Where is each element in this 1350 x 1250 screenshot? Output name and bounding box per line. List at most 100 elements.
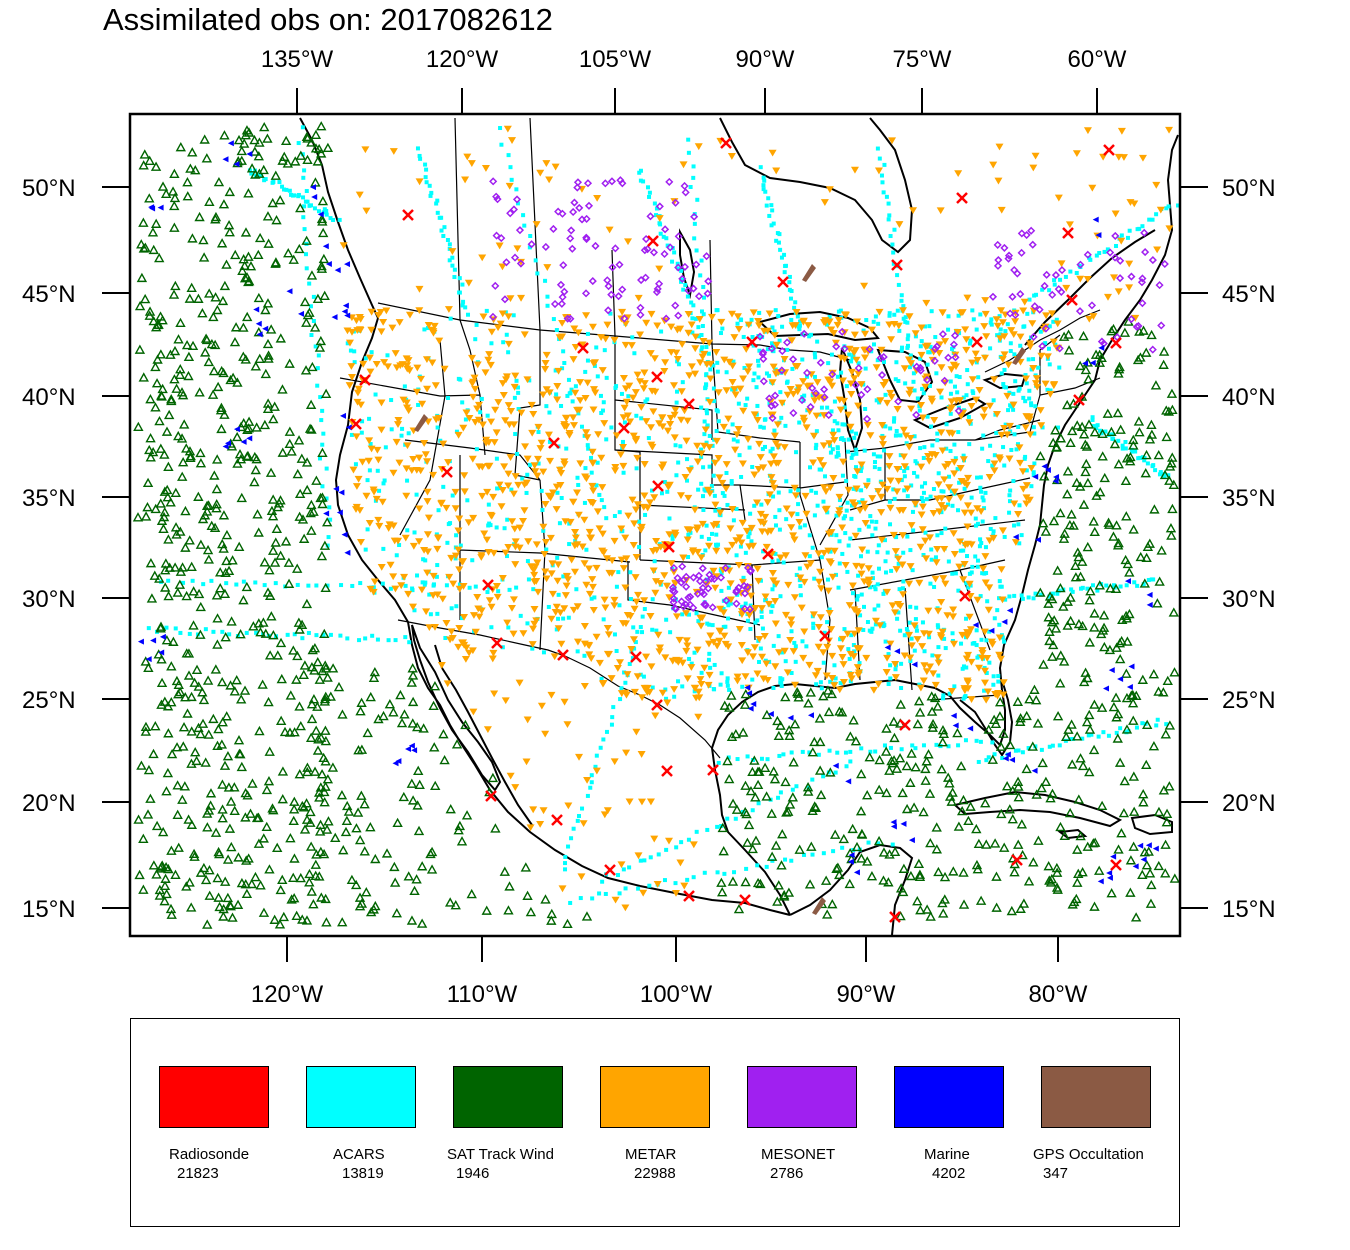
metar-marker — [619, 620, 628, 627]
metar-marker — [677, 416, 686, 424]
acars-marker — [718, 568, 723, 573]
sat-track-wind-marker — [167, 186, 179, 196]
sat-track-wind-marker — [784, 799, 796, 809]
acars-marker — [1051, 591, 1056, 596]
mesonet-marker — [566, 314, 575, 323]
metar-marker — [508, 137, 517, 144]
sat-track-wind-marker — [413, 825, 425, 836]
metar-marker — [473, 405, 482, 413]
metar-marker — [881, 379, 890, 386]
acars-marker — [873, 460, 878, 465]
metar-marker — [937, 429, 946, 437]
acars-marker — [598, 745, 603, 750]
sat-track-wind-marker — [1161, 431, 1172, 442]
acars-marker — [903, 381, 908, 386]
acars-marker — [950, 631, 955, 636]
sat-track-wind-marker — [194, 387, 205, 397]
acars-marker — [997, 314, 1002, 319]
metar-marker — [693, 458, 702, 466]
acars-marker — [812, 513, 817, 518]
sat-track-wind-marker — [730, 728, 742, 739]
sat-track-wind-marker — [138, 217, 149, 227]
metar-marker — [940, 545, 949, 553]
sat-track-wind-marker — [215, 583, 226, 593]
acars-marker — [547, 439, 552, 444]
sat-track-wind-marker — [980, 798, 991, 808]
sat-track-wind-marker — [262, 398, 274, 408]
acars-marker — [1012, 352, 1017, 357]
acars-marker — [795, 512, 800, 517]
acars-marker — [702, 870, 707, 875]
metar-marker — [682, 610, 691, 617]
metar-marker — [861, 520, 870, 527]
sat-track-wind-marker — [998, 728, 1009, 738]
acars-marker — [1047, 362, 1052, 367]
acars-marker — [646, 436, 651, 441]
metar-marker — [979, 413, 988, 421]
acars-marker — [415, 573, 420, 578]
acars-marker — [1053, 342, 1058, 347]
mesonet-marker — [820, 385, 829, 394]
acars-marker — [838, 681, 843, 686]
acars-marker — [894, 360, 899, 365]
acars-marker — [699, 534, 704, 539]
acars-marker — [997, 596, 1002, 601]
metar-marker — [484, 463, 493, 470]
metar-marker — [570, 542, 579, 550]
metar-marker — [580, 516, 589, 524]
sat-track-wind-marker — [416, 861, 428, 871]
acars-marker — [874, 398, 879, 403]
sat-track-wind-marker — [152, 319, 163, 330]
metar-marker — [643, 689, 652, 696]
metar-marker — [876, 622, 885, 630]
acars-marker — [712, 493, 717, 498]
metar-marker — [684, 494, 693, 502]
metar-marker — [981, 553, 990, 560]
acars-marker — [764, 203, 769, 208]
sat-track-wind-marker — [140, 721, 152, 732]
acars-marker — [774, 238, 779, 243]
metar-marker — [937, 598, 946, 606]
acars-marker — [798, 525, 803, 530]
acars-marker — [686, 150, 691, 155]
sat-track-wind-marker — [807, 747, 818, 757]
metar-marker — [1041, 380, 1050, 388]
acars-marker — [779, 415, 784, 420]
mesonet-marker — [1087, 301, 1097, 310]
acars-marker — [654, 213, 659, 218]
acars-marker — [515, 385, 520, 390]
sat-track-wind-marker — [183, 370, 194, 381]
acars-marker — [670, 259, 675, 264]
metar-marker — [971, 350, 980, 358]
metar-marker — [554, 625, 563, 633]
sat-track-wind-marker — [250, 464, 261, 475]
acars-marker — [643, 399, 648, 404]
acars-marker — [301, 175, 306, 180]
mesonet-marker — [666, 243, 675, 252]
acars-marker — [896, 282, 901, 287]
sat-track-wind-marker — [971, 823, 982, 834]
sat-track-wind-marker — [241, 581, 253, 592]
metar-marker — [845, 345, 854, 353]
metar-marker — [694, 143, 703, 151]
acars-marker — [719, 571, 724, 576]
mesonet-marker — [912, 410, 921, 419]
acars-marker — [518, 613, 523, 618]
acars-marker — [402, 384, 407, 389]
metar-marker — [816, 568, 825, 576]
acars-marker — [637, 170, 642, 175]
metar-marker — [552, 603, 561, 611]
sat-track-wind-marker — [398, 791, 410, 802]
acars-marker — [1013, 748, 1018, 753]
metar-marker — [733, 677, 742, 685]
acars-marker — [707, 433, 712, 438]
acars-marker — [595, 374, 600, 379]
metar-marker — [383, 363, 392, 371]
metar-marker — [661, 359, 670, 367]
acars-marker — [1000, 635, 1005, 640]
metar-marker — [474, 401, 483, 409]
acars-marker — [450, 263, 455, 268]
sat-track-wind-marker — [154, 573, 165, 583]
metar-marker — [573, 489, 582, 497]
mesonet-marker — [759, 377, 768, 386]
